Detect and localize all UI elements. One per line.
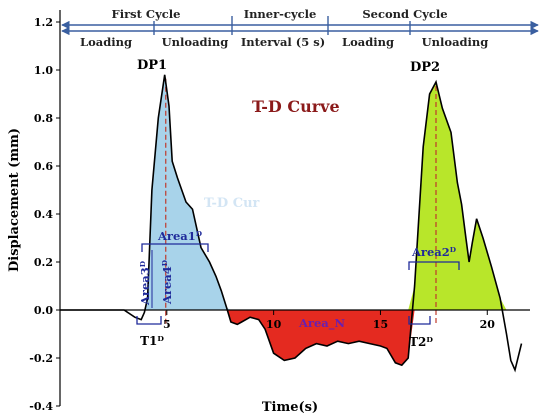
area-first-cycle-fill xyxy=(144,74,231,310)
area2-bracket xyxy=(408,261,460,270)
y-tick-label: 1.0 xyxy=(34,64,53,77)
x-tick-label: 20 xyxy=(480,318,496,331)
x-tick-label: 15 xyxy=(373,318,388,331)
phase-loading-2: Loading xyxy=(342,35,394,49)
t2-bracket xyxy=(408,316,431,325)
x-tick-label: 10 xyxy=(266,318,282,331)
y-axis-title: Displacement (mm) xyxy=(7,128,22,272)
area4-label: Area4ᴰ xyxy=(160,260,174,305)
y-tick-label: -0.2 xyxy=(29,352,53,365)
area-n-label: Area_N xyxy=(298,316,345,331)
y-tick-label: 0.8 xyxy=(34,112,53,125)
x-axis-title: Time(s) xyxy=(262,400,318,415)
y-tick-label: -0.4 xyxy=(29,400,53,413)
phase-inner-cycle: Inner-cycle xyxy=(244,7,317,21)
y-tick-label: 0.0 xyxy=(34,304,53,317)
area-second-cycle-fill xyxy=(406,82,507,310)
ghost-watermark-text: T-D Cur xyxy=(204,196,260,211)
y-tick-label: 0.2 xyxy=(34,256,53,269)
phase-unloading-1: Unloading xyxy=(162,35,229,49)
chart-title: T-D Curve xyxy=(252,97,340,116)
peak-label-dp1: DP1 xyxy=(137,58,167,73)
phase-interval: Interval (5 s) xyxy=(241,35,325,49)
phase-loading-1: Loading xyxy=(80,35,132,49)
t1-label: T1ᴰ xyxy=(140,334,164,348)
area2-label: Area2ᴰ xyxy=(411,245,456,259)
area3-label: Area3ᴰ xyxy=(138,261,152,306)
y-tick-label: 1.2 xyxy=(34,16,53,29)
peak-label-dp2: DP2 xyxy=(410,60,440,75)
phase-second-cycle: Second Cycle xyxy=(362,7,447,21)
area1-label: Area1ᴰ xyxy=(157,229,202,243)
area1-bracket xyxy=(141,243,209,252)
y-tick-label: 0.4 xyxy=(34,208,53,221)
y-tick-label: 0.6 xyxy=(34,160,53,173)
phase-first-cycle: First Cycle xyxy=(112,7,181,21)
phase-unloading-2: Unloading xyxy=(422,35,489,49)
series-line xyxy=(60,74,523,373)
t1-bracket xyxy=(136,316,162,325)
x-tick-label: 5 xyxy=(163,318,171,331)
t2-label: T2ᴰ xyxy=(409,335,433,349)
